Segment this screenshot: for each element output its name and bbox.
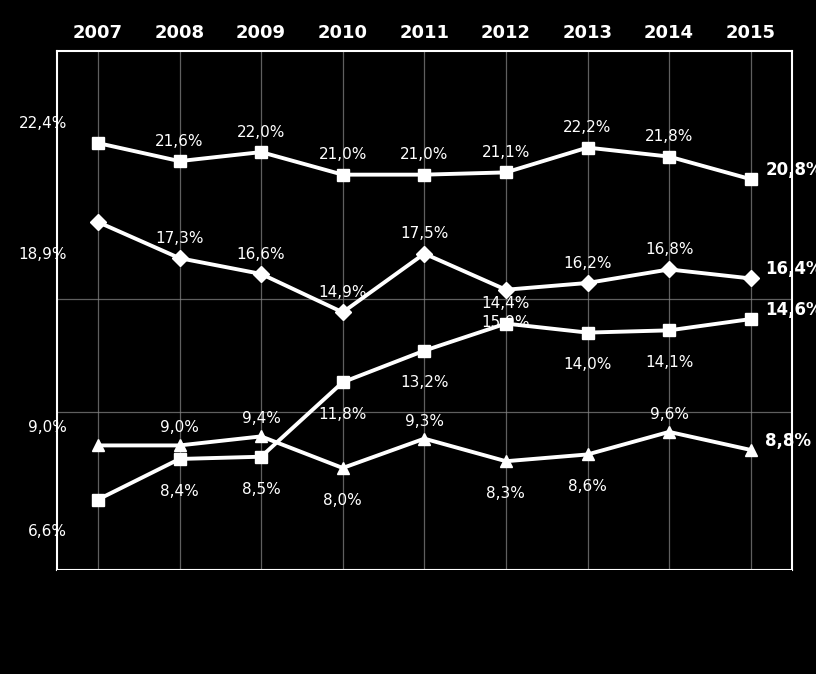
Text: 9,0%: 9,0% (28, 421, 67, 435)
Text: 6,6%: 6,6% (28, 524, 67, 539)
Text: 21,0%: 21,0% (400, 147, 449, 162)
Text: 9,3%: 9,3% (405, 414, 444, 429)
Text: 13,2%: 13,2% (400, 375, 449, 390)
Text: 18,9%: 18,9% (19, 247, 67, 262)
Text: 21,1%: 21,1% (481, 145, 530, 160)
Text: 21,6%: 21,6% (155, 133, 204, 149)
Text: 21,0%: 21,0% (318, 147, 367, 162)
Text: 16,6%: 16,6% (237, 247, 286, 262)
Text: 17,3%: 17,3% (155, 231, 204, 246)
Text: 14,9%: 14,9% (318, 285, 367, 300)
Text: 8,3%: 8,3% (486, 486, 526, 501)
Text: 14,4%: 14,4% (481, 296, 530, 311)
Text: 8,8%: 8,8% (765, 432, 811, 450)
Text: 9,0%: 9,0% (160, 421, 199, 435)
Text: 9,4%: 9,4% (242, 411, 281, 426)
Text: 16,8%: 16,8% (645, 242, 694, 257)
Text: 16,2%: 16,2% (563, 255, 612, 270)
Text: 9,6%: 9,6% (650, 406, 689, 422)
Text: 21,8%: 21,8% (645, 129, 694, 144)
Text: 11,8%: 11,8% (318, 407, 367, 422)
Text: 14,1%: 14,1% (645, 355, 694, 370)
Text: 8,0%: 8,0% (323, 493, 362, 508)
Text: 8,6%: 8,6% (568, 479, 607, 494)
Text: 14,0%: 14,0% (563, 357, 612, 373)
Text: 20,8%: 20,8% (765, 161, 816, 179)
Text: 14,6%: 14,6% (765, 301, 816, 319)
Text: 22,4%: 22,4% (19, 116, 67, 131)
Text: 22,2%: 22,2% (563, 120, 612, 135)
Text: 15,9%: 15,9% (481, 315, 530, 330)
Text: 8,4%: 8,4% (160, 484, 199, 499)
Text: 8,5%: 8,5% (242, 481, 281, 497)
Text: 16,4%: 16,4% (765, 260, 816, 278)
Text: 22,0%: 22,0% (237, 125, 286, 140)
Text: 17,5%: 17,5% (400, 226, 449, 241)
